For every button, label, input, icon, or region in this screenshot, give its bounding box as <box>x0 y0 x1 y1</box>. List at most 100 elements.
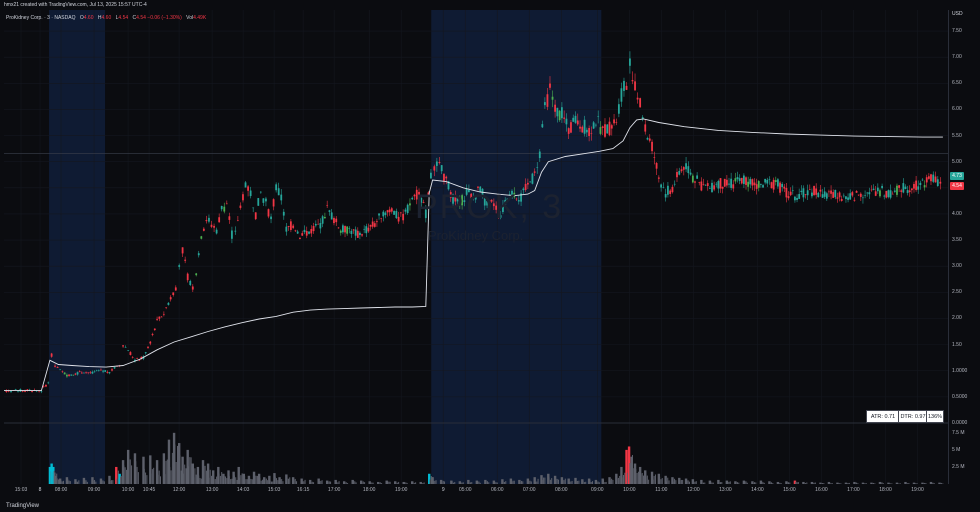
volume-bar <box>347 483 349 484</box>
candle <box>181 247 184 258</box>
candle <box>490 199 493 203</box>
volume-bar <box>888 483 890 484</box>
candle <box>610 123 613 136</box>
price-tick-label: 0.0000 <box>952 420 968 426</box>
volume-bar <box>522 481 524 484</box>
candle <box>210 220 213 229</box>
volume-bar <box>395 482 397 484</box>
price-chart-svg[interactable] <box>3 10 948 484</box>
volume-bar <box>788 482 790 484</box>
tradingview-logo[interactable]: TradingView <box>6 503 40 509</box>
candle <box>481 188 484 199</box>
candle <box>113 366 116 369</box>
candle <box>588 125 591 142</box>
candle <box>900 188 903 198</box>
volume-bar <box>119 476 121 484</box>
candle <box>435 157 438 172</box>
volume-bar <box>830 483 832 484</box>
candle <box>923 180 926 191</box>
current-price-tag: 4.73 <box>950 171 964 180</box>
candle <box>556 107 559 123</box>
candle <box>418 188 420 200</box>
volume-bar <box>56 478 58 484</box>
volume-bar <box>242 473 246 484</box>
candle <box>631 71 634 85</box>
volume-bar <box>74 479 77 484</box>
candle <box>339 229 342 236</box>
volume-bar <box>729 481 731 484</box>
candle <box>859 192 862 201</box>
candle <box>885 190 888 199</box>
candle <box>342 223 344 235</box>
volume-bar <box>186 449 189 484</box>
volume-bar <box>419 481 422 484</box>
vwap-group <box>4 118 943 392</box>
candle <box>483 196 486 211</box>
candle <box>80 371 83 374</box>
price-tick-label: 7.50 <box>952 28 962 35</box>
time-tick-label: 19:00 <box>394 487 408 493</box>
volume-bar <box>938 482 941 484</box>
time-tick-label: 16:00 <box>815 487 828 493</box>
volume-bar <box>203 465 205 484</box>
candle <box>531 172 534 185</box>
volume-bar <box>65 477 69 484</box>
candle <box>779 180 781 196</box>
candle <box>461 193 464 210</box>
volume-bar <box>625 449 628 484</box>
volume-bar <box>785 481 788 484</box>
candle <box>319 218 322 234</box>
candle <box>312 222 315 234</box>
candle <box>667 182 669 198</box>
volume-bar <box>479 482 481 484</box>
volume-bar <box>822 483 824 484</box>
candle <box>796 194 798 203</box>
candle <box>623 77 625 97</box>
candle <box>800 185 803 195</box>
volume-bar <box>492 480 496 484</box>
volume-bar <box>254 475 256 484</box>
volume-bar <box>608 477 611 484</box>
candle <box>249 186 252 199</box>
volume-bar <box>359 480 363 484</box>
volume-bar <box>861 482 865 484</box>
volume-bar <box>462 482 464 484</box>
volume-bar <box>334 479 337 484</box>
volume-bar <box>495 482 497 484</box>
candle <box>122 345 124 348</box>
time-axis[interactable]: 15:03 8 08:00 09:00 10:00 10:45 12:00 13:00 14:0… <box>4 484 948 500</box>
volume-bar <box>68 480 70 484</box>
volume-bar <box>678 477 681 484</box>
session-shade-1 <box>431 10 602 484</box>
volume-bar <box>61 481 63 484</box>
volume-bar <box>661 478 663 484</box>
volume-bar <box>244 475 246 484</box>
price-axis[interactable]: USD 7.507.006.506.005.505.004.504.003.50… <box>948 10 980 484</box>
volume-bar <box>812 482 814 484</box>
candle <box>502 200 504 215</box>
volume-bar <box>378 482 380 484</box>
volume-bar <box>592 481 594 484</box>
candle <box>282 208 285 220</box>
volume-bar <box>230 479 232 484</box>
volume-bar <box>502 481 504 484</box>
candle <box>50 352 53 358</box>
candle <box>830 185 832 200</box>
volume-bar <box>630 456 633 484</box>
candle <box>599 121 602 136</box>
volume-bar <box>638 466 642 484</box>
candle <box>898 185 900 193</box>
volume-bar <box>671 477 674 484</box>
candle <box>832 189 835 199</box>
volume-bar <box>771 482 773 484</box>
candle <box>866 191 869 197</box>
volume-bar <box>755 482 757 484</box>
candle <box>54 364 56 368</box>
volume-bar <box>91 477 94 484</box>
candle <box>433 164 436 177</box>
price-pane[interactable] <box>3 10 948 484</box>
volume-bar <box>745 481 747 484</box>
volume-bar <box>631 462 633 484</box>
current-price-tag: 4.54 <box>950 181 964 190</box>
price-tick-label: 4.00 <box>952 210 962 217</box>
